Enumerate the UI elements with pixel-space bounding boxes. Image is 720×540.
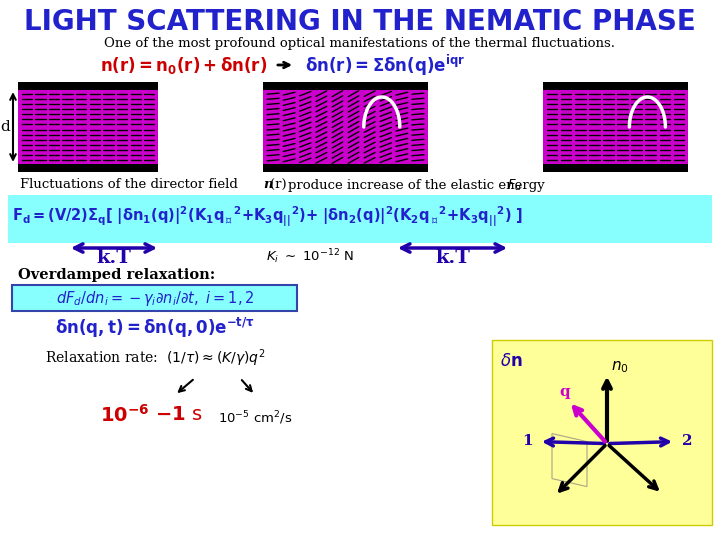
Bar — [263, 82, 428, 172]
Text: (r): (r) — [270, 179, 287, 192]
Bar — [12, 285, 297, 311]
Text: LIGHT SCATTERING IN THE NEMATIC PHASE: LIGHT SCATTERING IN THE NEMATIC PHASE — [24, 8, 696, 36]
Text: Fluctuations of the director field: Fluctuations of the director field — [20, 179, 242, 192]
Polygon shape — [552, 434, 587, 487]
Text: $\mathbf{\delta n(r)=\Sigma\delta n(q)e^{iqr}}$: $\mathbf{\delta n(r)=\Sigma\delta n(q)e^… — [305, 52, 465, 78]
Bar — [543, 82, 688, 172]
Text: n: n — [263, 179, 273, 192]
Text: q: q — [559, 384, 570, 399]
Text: 1: 1 — [522, 434, 532, 448]
Text: 2: 2 — [682, 434, 692, 448]
Text: $10^{-5}\ \mathrm{cm^2/s}$: $10^{-5}\ \mathrm{cm^2/s}$ — [218, 409, 292, 427]
Text: produce increase of the elastic energy: produce increase of the elastic energy — [288, 179, 545, 192]
Bar — [18, 82, 158, 172]
Text: $\mathit{F_d}$: $\mathit{F_d}$ — [507, 178, 523, 193]
Bar — [18, 82, 158, 90]
Bar — [8, 195, 712, 243]
Text: k.T: k.T — [96, 249, 132, 267]
Text: k.T: k.T — [436, 249, 470, 267]
Bar — [263, 82, 428, 90]
Text: $n_0$: $n_0$ — [611, 360, 629, 375]
Bar — [543, 164, 688, 172]
Text: $\mathbf{10^{-6}}$: $\mathbf{10^{-6}}$ — [100, 404, 150, 426]
Text: $\delta\mathbf{n}$: $\delta\mathbf{n}$ — [500, 354, 523, 370]
Text: $K_i\ \sim\ 10^{-12}\ \mathrm{N}$: $K_i\ \sim\ 10^{-12}\ \mathrm{N}$ — [266, 248, 354, 266]
Text: $\mathbf{-1\ \mathrm{s}}$: $\mathbf{-1\ \mathrm{s}}$ — [155, 406, 202, 424]
Text: $\mathbf{F_d{=}(V/2)\Sigma_q[\ |\delta n_1(q)|^2(K_1q_{\perp}{}^2{+}K_3q_{||}{}^: $\mathbf{F_d{=}(V/2)\Sigma_q[\ |\delta n… — [12, 205, 523, 230]
Bar — [18, 164, 158, 172]
Text: Relaxation rate:  $(1/\tau)\approx(K/\gamma)q^2$: Relaxation rate: $(1/\tau)\approx(K/\gam… — [45, 347, 265, 369]
Text: One of the most profound optical manifestations of the thermal fluctuations.: One of the most profound optical manifes… — [104, 37, 616, 51]
Bar — [263, 164, 428, 172]
Text: Overdamped relaxation:: Overdamped relaxation: — [18, 268, 215, 282]
Text: $\mathbf{n(r)=n_0(r)+\delta n(r)}$: $\mathbf{n(r)=n_0(r)+\delta n(r)}$ — [100, 55, 267, 76]
Bar — [492, 340, 712, 525]
Text: $\mathbf{\delta n(q,t){=}\delta n(q,0)e^{-t/\tau}}$: $\mathbf{\delta n(q,t){=}\delta n(q,0)e^… — [55, 316, 255, 340]
Bar — [543, 82, 688, 90]
Text: $dF_d/dn_i = -\gamma_i \partial n_i/\partial t,\ i{=}1,2$: $dF_d/dn_i = -\gamma_i \partial n_i/\par… — [55, 288, 254, 307]
Text: d: d — [0, 120, 10, 134]
